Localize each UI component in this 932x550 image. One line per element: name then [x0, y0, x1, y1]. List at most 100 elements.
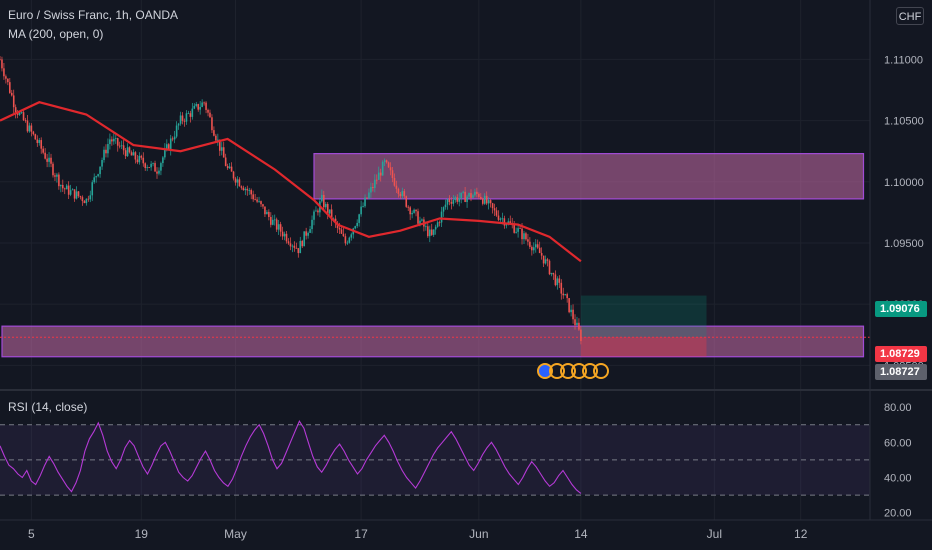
candle-body: [486, 196, 488, 204]
currency-badge[interactable]: CHF: [896, 7, 924, 25]
candle-body: [213, 130, 215, 136]
candle-body: [121, 145, 123, 146]
candle-body: [409, 207, 411, 214]
candle-body: [299, 241, 301, 253]
candle-body: [466, 197, 468, 202]
candle-body: [48, 158, 50, 162]
candle-body: [241, 186, 243, 187]
candle-body: [19, 113, 21, 115]
candle-body: [182, 115, 184, 120]
candle-body: [123, 145, 125, 150]
candle-body: [517, 228, 519, 232]
candle-body: [215, 136, 217, 141]
candle-body: [468, 193, 470, 197]
candle-body: [268, 212, 270, 217]
candle-body: [209, 113, 211, 118]
candle-body: [205, 103, 207, 110]
rsi-tick-label: 60.00: [884, 437, 912, 449]
candle-body: [13, 95, 15, 107]
candle-body: [264, 206, 266, 214]
candle-body: [36, 139, 38, 142]
candle-body: [462, 192, 464, 193]
candle-body: [276, 219, 278, 229]
candle-body: [192, 109, 194, 117]
candle-body: [115, 138, 117, 139]
candle-body: [476, 192, 478, 194]
candle-body: [390, 167, 392, 170]
candle-body: [99, 167, 101, 175]
candle-body: [235, 178, 237, 182]
candle-body: [97, 174, 99, 176]
candle-body: [341, 229, 343, 233]
ma-legend-label[interactable]: MA (200, open, 0): [8, 27, 103, 41]
candle-body: [443, 207, 445, 211]
rsi-legend-label[interactable]: RSI (14, close): [8, 400, 87, 414]
candle-body: [227, 166, 229, 168]
candle-body: [0, 59, 1, 60]
candle-body: [398, 189, 400, 194]
candle-body: [347, 243, 349, 244]
candle-body: [529, 242, 531, 247]
candle-body: [498, 216, 500, 220]
candle-body: [545, 259, 547, 263]
candle-body: [80, 196, 82, 197]
candle-body: [152, 163, 154, 164]
candle-body: [111, 139, 113, 141]
candle-body: [566, 294, 568, 298]
candle-body: [350, 234, 352, 237]
candle-body: [445, 205, 447, 208]
candle-body: [413, 210, 415, 213]
candle-body: [78, 191, 80, 196]
candle-body: [229, 167, 231, 168]
candle-body: [427, 226, 429, 236]
event-markers[interactable]: [538, 364, 608, 378]
candle-body: [76, 191, 78, 198]
candle-body: [262, 204, 264, 206]
candle-body: [470, 193, 472, 198]
candle-body: [68, 186, 70, 195]
candle-body: [296, 248, 298, 249]
candle-body: [431, 230, 433, 235]
candle-body: [7, 79, 9, 82]
candle-body: [233, 172, 235, 179]
candle-body: [307, 233, 309, 236]
candle-body: [180, 115, 182, 123]
candle-body: [221, 147, 223, 151]
candle-body: [525, 233, 527, 239]
candle-body: [292, 246, 294, 247]
zone-support[interactable]: [2, 326, 864, 357]
candle-body: [515, 232, 517, 233]
candle-body: [403, 191, 405, 196]
candle-body: [272, 220, 274, 225]
position-target-area[interactable]: [581, 296, 707, 338]
candle-body: [345, 236, 347, 243]
price-tick-label: 1.11000: [884, 54, 923, 66]
candle-body: [178, 124, 180, 126]
candle-body: [42, 149, 44, 153]
candle-body: [323, 195, 325, 207]
candle-body: [141, 156, 143, 158]
chart-title[interactable]: Euro / Swiss Franc, 1h, OANDA: [8, 8, 178, 22]
candle-body: [396, 186, 398, 189]
candle-body: [513, 225, 515, 233]
candle-body: [197, 104, 199, 110]
candle-body: [54, 175, 56, 176]
candle-body: [290, 243, 292, 246]
candle-body: [523, 233, 525, 239]
candle-body: [137, 160, 139, 163]
candle-body: [237, 179, 239, 182]
candle-body: [484, 196, 486, 204]
candle-body: [225, 158, 227, 166]
candle-body: [455, 197, 457, 200]
candle-body: [3, 68, 5, 76]
candle-body: [188, 113, 190, 114]
candle-body: [211, 117, 213, 130]
candle-body: [380, 173, 382, 176]
candle-body: [127, 147, 129, 156]
position-stop-area[interactable]: [581, 337, 707, 357]
candle-body: [560, 283, 562, 294]
candle-body: [288, 241, 290, 243]
candle-body: [207, 110, 209, 113]
candle-body: [38, 140, 40, 143]
